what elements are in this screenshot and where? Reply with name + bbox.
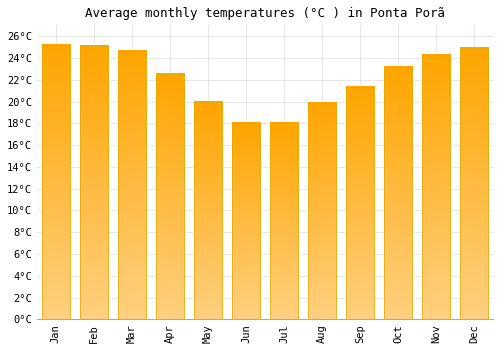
Bar bbox=[42, 45, 70, 320]
Bar bbox=[422, 55, 450, 320]
Bar bbox=[80, 46, 108, 320]
Bar bbox=[270, 123, 298, 320]
Bar bbox=[308, 103, 336, 320]
Bar bbox=[346, 88, 374, 320]
Bar bbox=[460, 48, 488, 320]
Bar bbox=[118, 51, 146, 320]
Bar bbox=[156, 74, 184, 320]
Bar bbox=[194, 102, 222, 320]
Title: Average monthly temperatures (°C ) in Ponta Porã: Average monthly temperatures (°C ) in Po… bbox=[85, 7, 445, 20]
Bar bbox=[232, 123, 260, 320]
Bar bbox=[384, 67, 412, 320]
